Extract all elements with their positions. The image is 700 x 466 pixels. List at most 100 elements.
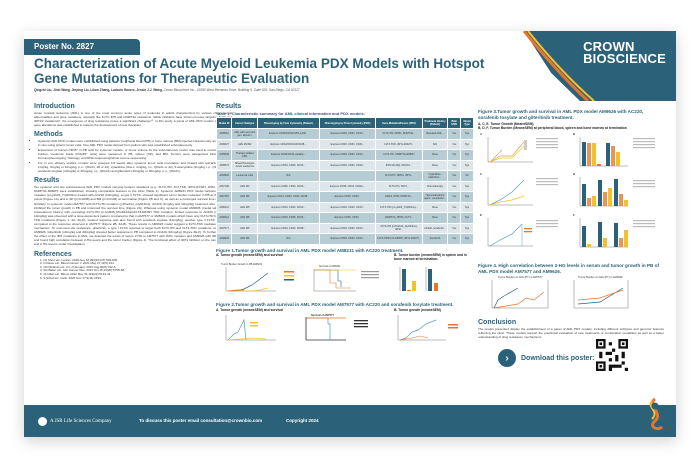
download-poster[interactable]: › Download this poster: [498, 349, 595, 367]
table-cell: FLT3-ITD, TET2... [375, 180, 423, 192]
table-cell: Express CD34/33/CD13/HLA-DR... [257, 128, 320, 140]
figure-2-panel-a-label: A. Tumor growth (mean±SEM) and survival [216, 307, 283, 312]
table-cell: Chemotherapy [421, 180, 449, 192]
table-header-row: Model ID Cancer Subtype Phenotyping by F… [215, 117, 474, 129]
table-cell: Sys [460, 201, 474, 213]
table-row: AM8231 AML M5 Express CD34, CD33, CD13... E… [215, 201, 474, 213]
methods-item: Systemic AML PDX models were established… [38, 139, 232, 147]
table-cell: Mixed Phenotype Acute Leukemia [231, 159, 259, 171]
reference-item: 5. CH Man etc. Blood. 2012 May 31;119(22… [40, 271, 112, 276]
center-column: Results Table 1. Characteristic summary … [215, 103, 474, 351]
figure-3-charts: A B C D E [480, 132, 655, 248]
figure-4-charts: Tumor Burden vs 2HG (PT) in AM7577 Tumor… [491, 275, 629, 309]
table-cell: AC220, sorafenib... [421, 222, 449, 234]
table-cell [318, 170, 377, 182]
table-cell: AM6627 [215, 138, 233, 150]
table-cell: AML M5 [231, 233, 259, 245]
table-cell: Express CD45, CD33, CD13... [318, 149, 377, 161]
reference-item: 2. N Daver etc. Blood Cancer J. 2021 May… [40, 261, 115, 266]
table-cell: Leukemia cutis [231, 170, 259, 182]
table-cell: Express CD45, CD33, CD34... [318, 138, 377, 150]
results-heading-left: Results [34, 177, 60, 185]
table-row: AM9626 AML M5 N/A Express CD45, CD33, CD13.… [215, 233, 474, 245]
table-cell: Express CD34, CD33, CD13... [257, 201, 320, 213]
table-cell: Sys [460, 138, 474, 150]
table-cell: AML M5 [231, 201, 259, 213]
table-cell: Express CD45, CD33, CD13... [318, 128, 377, 140]
table-cell: AM8231 [215, 201, 233, 213]
reference-item: 3. CD DiNardo etc. Am J Hematol. 2015 Au… [40, 264, 117, 269]
authors-line: Qingzhi Liu, Jinxi Wang, Jinping Liu, Li… [34, 88, 514, 92]
column-header: Model ID [215, 117, 233, 129]
column-header: Bite/ HMS [447, 117, 462, 129]
table-row: AM5535 Therapy-related AML Express CD34/CD… [215, 149, 474, 161]
table-cell: Cytarabine, idarubicin... [421, 170, 449, 182]
table-body: AM5512 AML with recurrent gen. abnorm. Exp… [215, 128, 474, 245]
methods-heading: Methods [34, 131, 63, 139]
methods-item: For in vivo efficacy studies, models wer… [38, 161, 232, 173]
results-heading-center: Results [216, 103, 242, 110]
footer-company: A JSR Life Sciences Company [38, 417, 112, 426]
table-cell: AML M4 [231, 191, 259, 203]
table-cell: Yes [447, 170, 462, 182]
logo-line-1: CROWN [583, 39, 635, 54]
fig1-chart-title: Tumor Burden Growth in PB AM8231 [221, 263, 263, 266]
qr-code[interactable] [596, 339, 628, 371]
svg-text:E: E [480, 213, 482, 217]
table-cell: Sys [460, 180, 474, 192]
table-cell: Express CD45, CD33, CD13... [318, 222, 377, 234]
column-header: Phenotyping by Flow Cytometry (Patient) [257, 117, 320, 129]
svg-text:F: F [573, 213, 575, 217]
table-cell: Express CD45, CD33, CD11b... [318, 180, 377, 192]
table-cell: Express CD45, CD33, CD13... [318, 201, 377, 213]
table-row: AM3526 Leukemia cutis N/A FLT3-ITD, NPM1, I… [215, 170, 474, 182]
table-cell: Sys [460, 191, 474, 203]
svg-text:Tumor Burden vs 2HG (PT) in AM: Tumor Burden vs 2HG (PT) in AM9626 [578, 275, 623, 279]
reference-item: 6. S Schof etc. Cells. 2020 Nov 17;9(11)… [40, 275, 102, 280]
table-cell: Yes [447, 128, 462, 140]
figure-2-panel-b-label: B. Tumor growth (mean±SEM) [394, 307, 441, 312]
table-cell: Express CD34/33/CD13/CD38... [257, 138, 320, 150]
table-cell: AML M1/M2 [231, 138, 259, 150]
table-row: AM7577 AML M5 Express CD34, CD33, CD38... E… [215, 222, 474, 234]
figure-2-title: Figure 2.Tumor growth and survival in AM… [216, 302, 454, 307]
table-cell: AML M5 [231, 212, 259, 224]
table-row: AM5512 AML with recurrent gen. abnorm. Exp… [215, 128, 474, 140]
table-cell: FLT3-ITD (p.Phe612_Gly613ins), IDH2... [375, 222, 423, 234]
table-cell: Sys [460, 128, 474, 140]
chevron-right-icon[interactable]: › [498, 349, 516, 367]
figure-1-title: Figure 1.Tumor growth and survival in AM… [216, 247, 404, 253]
table-cell: Yes [447, 159, 462, 171]
table-cell: Express CD45, CD33, CD19... [318, 159, 377, 171]
column-header: Phenotyping by Flow Cytometry (PDX) [318, 117, 377, 129]
svg-text:A: A [480, 132, 482, 136]
table-cell: Sys [460, 149, 474, 161]
svg-text:Survival of AM8231: Survival of AM8231 [319, 265, 341, 268]
authors: Qingzhi Liu, Jinxi Wang, Jinping Liu, Li… [34, 88, 163, 92]
logo-line-2: BIOSCIENCE [583, 51, 666, 66]
table-cell: FLT3-TKD, IDH1-R132H... [375, 138, 423, 150]
table-cell: N/A [257, 170, 320, 182]
affiliation: Crown Bioscience Inc., 16550 West Bernar… [163, 88, 300, 92]
figure-3-title: Figure 3.Tumor growth and survival in AM… [478, 109, 644, 120]
table-cell: Sorafenib [421, 233, 449, 245]
table-cell: Standard AML... [421, 128, 449, 140]
figure-3-sub-2: B, D, F. Tumor Burden (Mean±SEM) at peri… [478, 126, 627, 130]
table-row: AM6573 Mixed Phenotype Acute Leukemia Expr… [215, 159, 474, 171]
column-header: Gene Mutation/Fusion (PDX) [375, 117, 423, 129]
table-cell: Express CD33, CD38, CD13... [257, 212, 320, 224]
table-cell: None [421, 201, 449, 213]
figure-4-title: Figure 4. High correlation between 2-HG … [478, 263, 659, 274]
methods-item: Expression of human CD45⁺ in PB cells fo… [38, 148, 232, 160]
table-title: Table 1. Characteristic summary for AML … [216, 111, 365, 116]
table-cell: Yes [447, 138, 462, 150]
introduction-text: Acute myeloid leukemia (AML) is one of t… [34, 111, 232, 128]
table-cell: FLT3-ITD (p.Lys602_Trp603ins)... [375, 201, 423, 213]
table-cell: Express CD34, CD33, CD38... [257, 222, 320, 234]
table-cell: IDH2-R140Q, RUNX1... [375, 159, 423, 171]
table-cell: Yes [447, 233, 462, 245]
svg-text:C: C [480, 172, 482, 176]
introduction-heading: Introduction [34, 103, 75, 110]
footer-contact[interactable]: To discuss this poster email consultatio… [139, 418, 263, 423]
column-header: Treatment History (Patient) [421, 117, 449, 129]
